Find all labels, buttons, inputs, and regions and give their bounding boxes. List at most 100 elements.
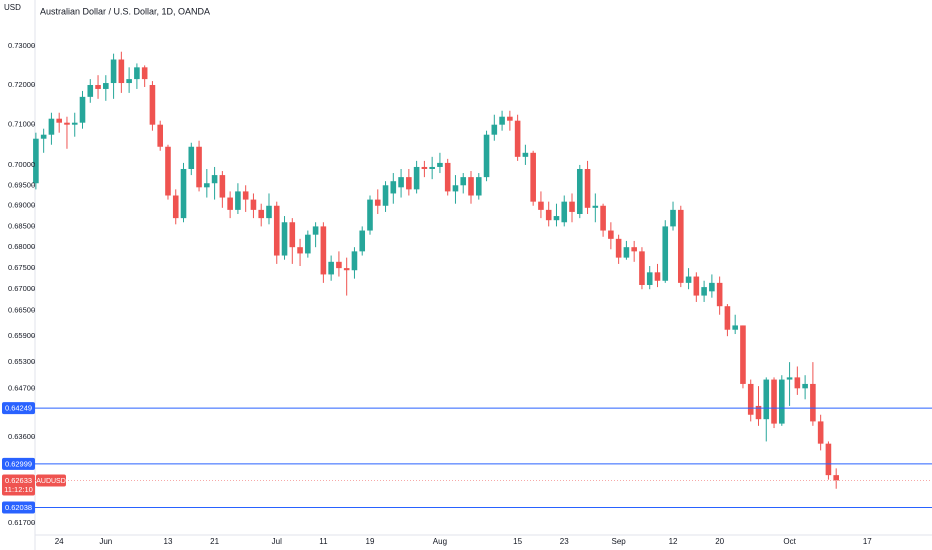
candle-body [530,152,536,202]
candle-body [165,146,171,196]
candle-body [631,247,637,252]
y-tick-label: 0.68500 [8,221,35,230]
candle-body [141,67,148,80]
x-tick-label: 20 [715,537,724,546]
candle-body [662,226,669,281]
candle-body [608,230,614,239]
x-tick-label: Jun [99,537,112,546]
candle-body [716,282,723,307]
candle-body [677,209,684,283]
x-tick-label: Jul [272,537,282,546]
level-label-box [2,457,35,470]
candle-body [172,195,179,219]
candle-body [786,377,793,380]
y-tick-label: 0.71000 [8,120,35,129]
y-tick-label: 0.61700 [8,518,35,527]
candle-body [600,205,606,231]
candle-body [685,276,692,283]
y-tick-label: 0.66500 [8,305,35,314]
candle-body [204,183,210,188]
countdown: 11:12:10 [4,485,33,494]
x-tick-label: 24 [55,537,64,546]
candle-body [553,216,560,221]
candle-body [219,175,226,198]
candle-body [406,177,412,190]
x-tick-label: 12 [669,537,678,546]
y-tick-label: 0.64700 [8,383,35,392]
candle-body [444,162,451,192]
candle-body [250,199,257,210]
candle-body [522,152,529,157]
candle-body [343,268,350,271]
plot-area [33,51,839,489]
y-unit: USD [4,3,21,12]
level-label: 0.62999 [5,459,32,468]
candle-body [64,122,70,125]
candle-body [351,251,358,271]
candle-body [670,209,676,227]
candle-body [646,272,653,285]
candle-body [95,85,101,89]
candle-body [483,134,490,178]
symbol-tag: AUDUSD [36,478,66,485]
candle-body [421,166,428,169]
candle-body [794,377,801,389]
candle-body [266,205,272,219]
candle-body [623,247,630,258]
candle-body [382,185,389,206]
level-label-box [2,402,35,415]
candle-body [460,177,467,186]
candle-body [545,209,552,221]
candle-body [507,116,513,121]
candle-body [639,251,645,285]
candle-body [810,383,816,422]
candle-body [561,201,568,223]
y-tick-label: 0.67000 [8,284,35,293]
y-tick-label: 0.72000 [8,80,35,89]
y-tick-label: 0.70000 [8,160,35,169]
candle-body [499,116,505,125]
last-price-box [2,474,35,496]
candle-body [398,177,404,188]
y-tick-label: 0.67500 [8,263,35,272]
x-tick-label: Oct [783,537,796,546]
candle-body [693,276,700,296]
y-tick-label: 0.69500 [8,180,35,189]
x-tick-label: 23 [560,537,569,546]
candle-body [312,226,319,235]
candle-body [110,59,117,84]
x-tick-label: 11 [319,537,328,546]
y-tick-label: 0.73000 [8,41,35,50]
candle-body [779,379,785,424]
candle-body [196,146,202,188]
candle-body [157,124,164,147]
candle-body [763,379,770,420]
level-label: 0.64249 [5,404,32,413]
candle-body [468,177,474,196]
candle-body [569,201,575,212]
candle-body [491,124,498,135]
candle-body [701,287,707,296]
candle-body [825,443,832,476]
candle-body [258,209,265,219]
candle-body [87,85,94,97]
candle-body [305,234,311,254]
candle-body [615,238,622,258]
candle-body [755,405,762,420]
y-tick-label: 0.65900 [8,331,35,340]
candle-body [367,199,373,231]
x-tick-label: 17 [863,537,872,546]
candle-body [359,230,366,252]
candle-body [709,282,715,292]
candle-body [802,383,808,389]
candle-body [126,79,132,84]
candle-body [71,122,78,125]
candle-body [374,199,381,206]
candle-body [297,247,303,254]
candle-body [320,226,327,275]
candle-body [180,168,187,219]
x-tick-label: 19 [366,537,375,546]
x-tick-label: 15 [513,537,522,546]
